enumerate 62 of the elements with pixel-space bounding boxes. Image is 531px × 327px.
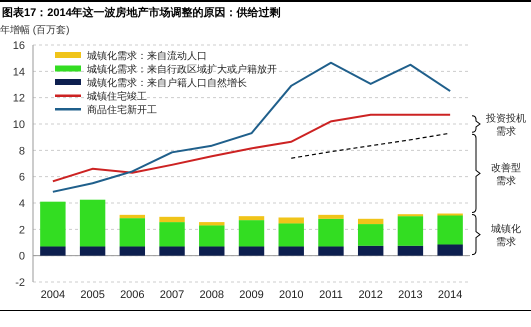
bar [398,216,424,246]
bar [278,223,304,246]
bar [318,218,344,246]
y-tick-label: 10 [12,119,25,131]
x-tick-label: 2006 [120,289,145,301]
bar [120,214,146,218]
legend-label: 城镇住宅竣工 [86,90,147,102]
x-tick-label: 2014 [438,289,462,301]
y-tick-label: 4 [18,198,25,210]
line-series [52,114,452,182]
bar [238,216,264,220]
bar [278,217,304,224]
text: 城镇化需求 [490,223,521,248]
x-tick-label: 2011 [319,289,343,301]
y-tick-label: 14 [12,66,25,78]
bar [318,214,344,219]
bar [358,246,384,256]
x-tick-label: 2013 [398,289,423,301]
chart-title: 图表17：2014年这一波房地产市场调整的原因：供给过剩 [2,6,281,19]
x-tick-label: 2012 [358,289,383,301]
bar [358,224,384,246]
bar [159,216,185,222]
legend-label: 城镇化需求：来自流动人口 [86,50,207,62]
y-tick-label: 16 [12,40,25,52]
y-tick-label: 2 [18,224,25,236]
y-axis-title: 年增幅 (百万套) [0,24,70,36]
bar [80,246,106,256]
legend-label: 城镇化需求：来自行政区域扩大或户籍放开 [86,64,277,76]
legend-label: 城镇化需求：来自户籍人口自然增长 [86,77,247,89]
bar [318,246,344,256]
bar [437,244,463,256]
bar [199,225,224,246]
x-tick-label: 2005 [80,289,105,301]
text: 改善型需求 [491,162,521,187]
bar [238,220,264,246]
bar [199,246,224,256]
bar [358,218,384,224]
bar [80,200,106,246]
bar [398,246,424,256]
bar [238,246,264,256]
x-tick-label: 2009 [239,289,264,301]
y-tick-label: 6 [18,172,25,184]
y-tick-label: -2 [15,277,25,289]
bar [199,222,224,226]
line-series [52,62,452,193]
y-tick-label: 8 [18,145,25,158]
bar [120,246,146,256]
text: 投资投机需求 [485,112,526,138]
x-tick-label: 2007 [160,289,184,301]
bar [159,222,185,246]
y-tick-label: 0 [18,250,25,263]
legend-label: 商品住宅新开工 [87,104,157,116]
bar [40,202,66,246]
x-tick-label: 2004 [40,289,66,301]
bar [159,246,185,256]
x-tick-label: 2008 [200,289,224,301]
y-tick-label: 12 [12,92,25,105]
bar [120,218,146,246]
x-tick-label: 2010 [278,289,304,301]
bar [437,216,463,244]
bar [40,246,66,256]
bar [278,246,304,256]
